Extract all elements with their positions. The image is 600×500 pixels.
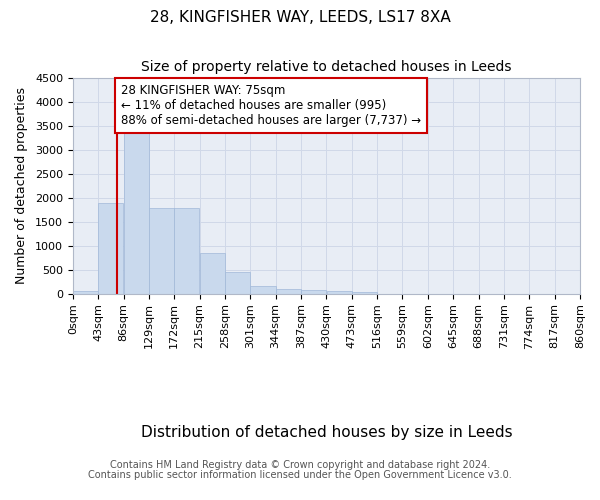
Text: 28, KINGFISHER WAY, LEEDS, LS17 8XA: 28, KINGFISHER WAY, LEEDS, LS17 8XA	[149, 10, 451, 25]
Bar	[326, 292, 352, 294]
Bar	[98, 202, 124, 294]
Bar	[200, 253, 225, 294]
Text: 28 KINGFISHER WAY: 75sqm
← 11% of detached houses are smaller (995)
88% of semi-: 28 KINGFISHER WAY: 75sqm ← 11% of detach…	[121, 84, 421, 126]
Bar	[149, 208, 174, 294]
Bar	[124, 126, 149, 294]
Bar	[276, 289, 301, 294]
Title: Size of property relative to detached houses in Leeds: Size of property relative to detached ho…	[141, 60, 512, 74]
Text: Contains public sector information licensed under the Open Government Licence v3: Contains public sector information licen…	[88, 470, 512, 480]
Bar	[73, 292, 98, 294]
Text: Contains HM Land Registry data © Crown copyright and database right 2024.: Contains HM Land Registry data © Crown c…	[110, 460, 490, 469]
Bar	[250, 286, 275, 294]
Bar	[225, 272, 250, 294]
Bar	[352, 292, 377, 294]
Bar	[175, 208, 199, 294]
Y-axis label: Number of detached properties: Number of detached properties	[15, 88, 28, 284]
Bar	[301, 290, 326, 294]
X-axis label: Distribution of detached houses by size in Leeds: Distribution of detached houses by size …	[140, 425, 512, 440]
